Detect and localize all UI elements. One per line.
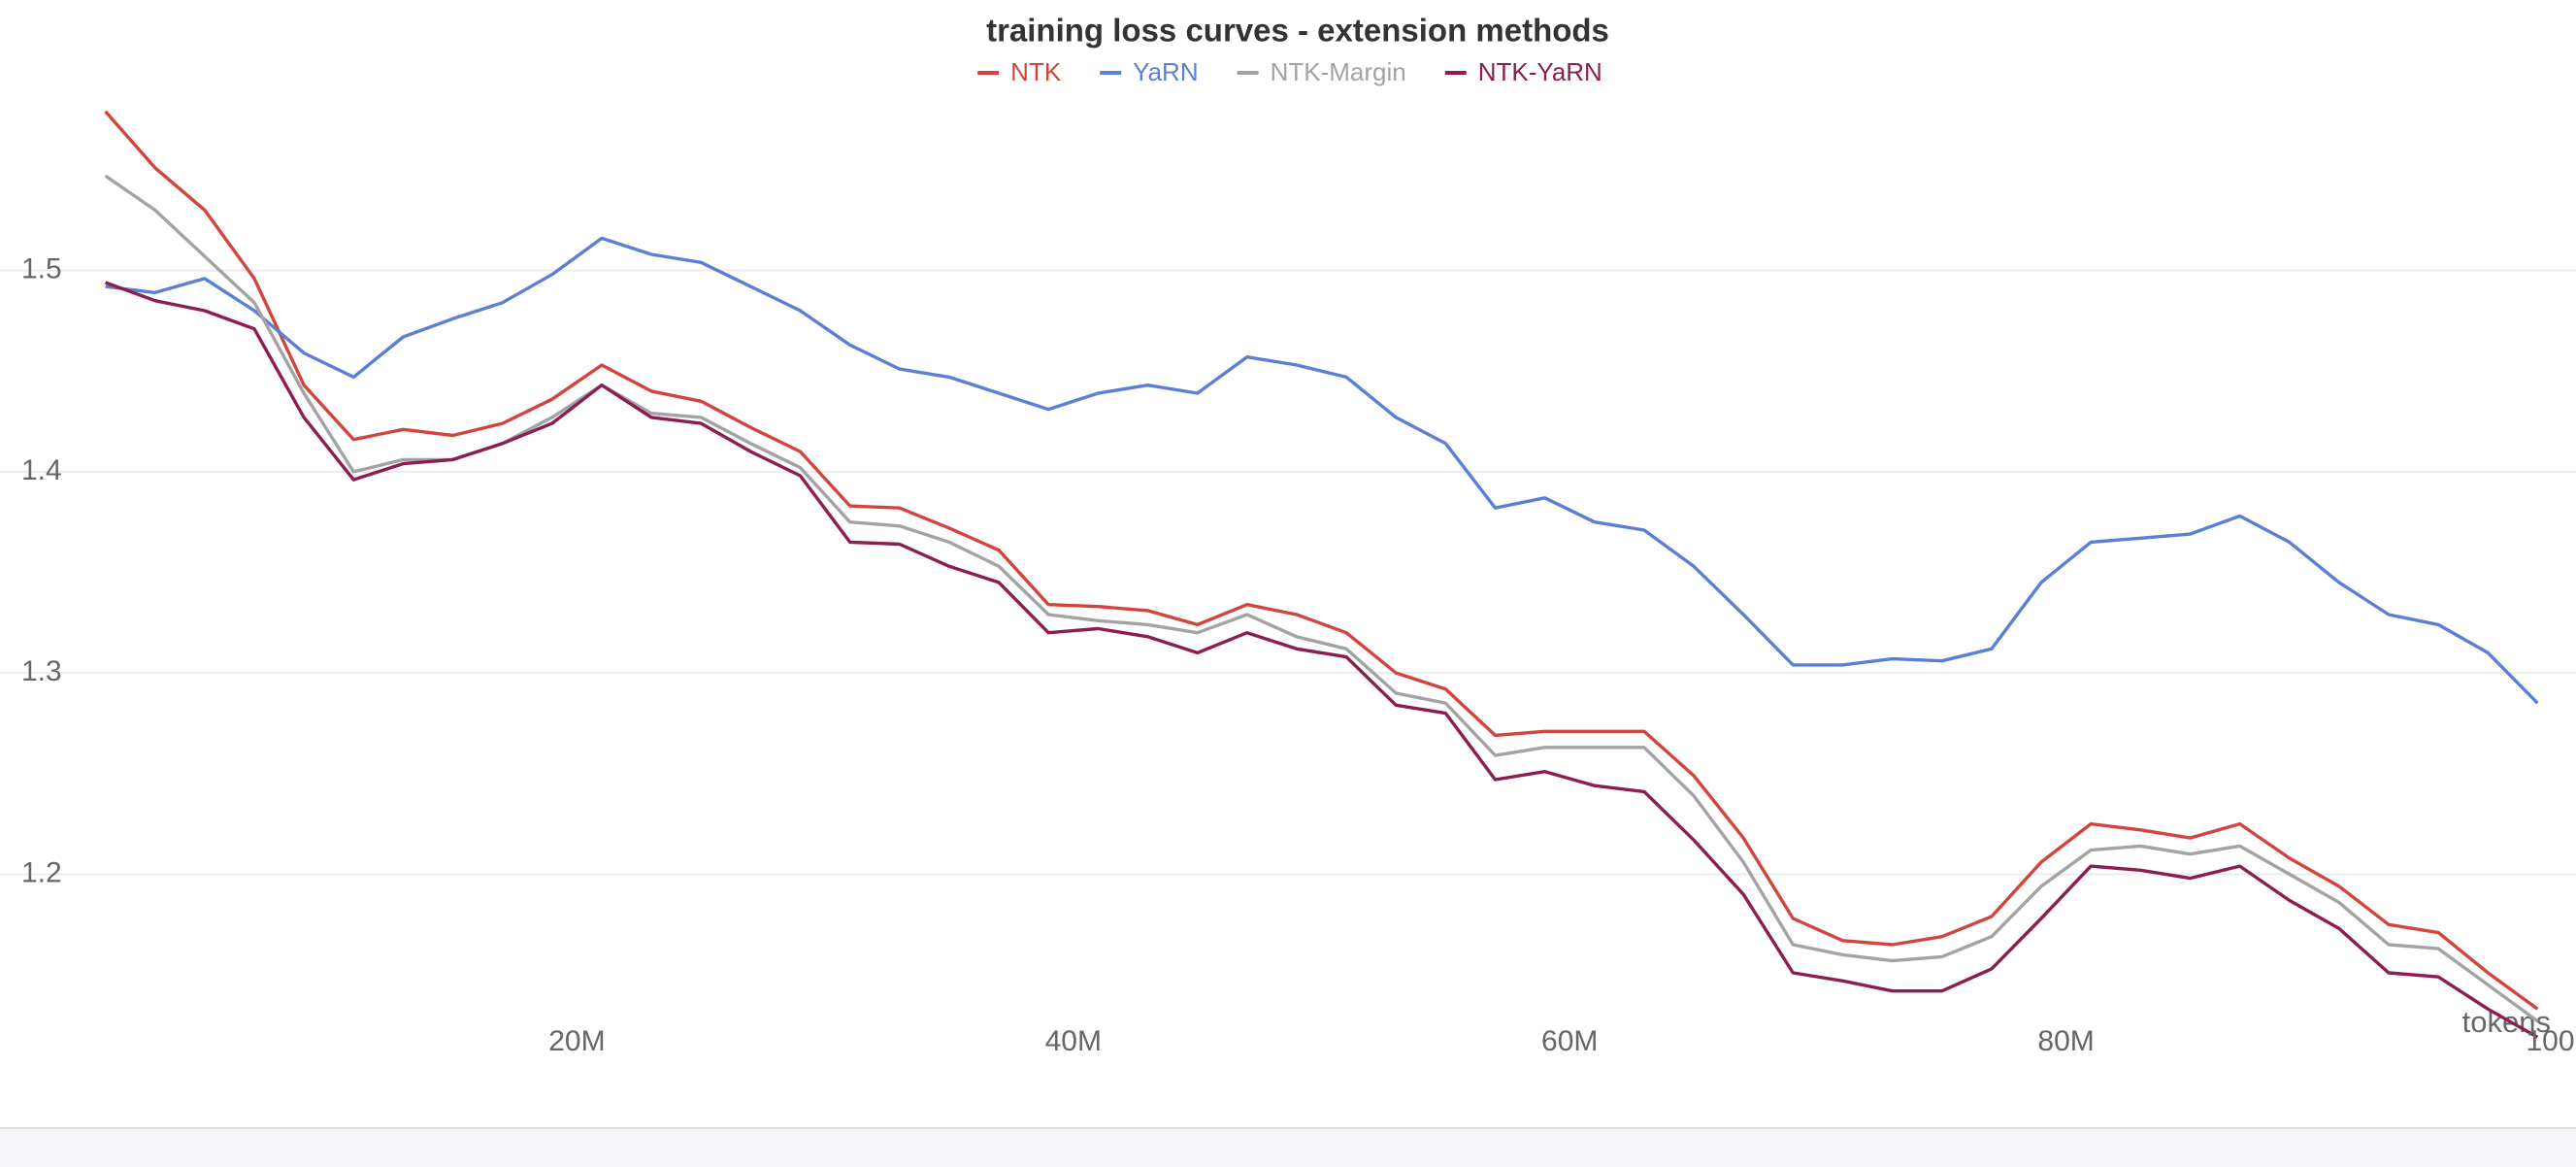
legend-label: NTK-Margin: [1271, 57, 1406, 86]
series-line: [105, 236, 2539, 705]
x-tick-label: 20M: [548, 1025, 605, 1057]
legend-label: YaRN: [1133, 57, 1198, 86]
legend-item: NTK-Margin: [1237, 57, 1406, 86]
x-tick-label: 40M: [1045, 1025, 1102, 1057]
chart-title: training loss curves - extension methods: [986, 13, 1609, 49]
x-tick-label: 60M: [1541, 1025, 1598, 1057]
legend-item: NTK-YaRN: [1444, 57, 1602, 86]
series-line: [104, 110, 2539, 1011]
series-line: [105, 281, 2539, 1039]
y-tick-label: 1.2: [21, 856, 62, 888]
legend-label: NTK-YaRN: [1478, 57, 1602, 86]
x-tick-label: 100M: [2526, 1025, 2576, 1057]
y-tick-label: 1.4: [21, 454, 62, 486]
x-tick-label: 80M: [2037, 1025, 2094, 1057]
legend: NTK YaRN NTK-Margin NTK-YaRN: [977, 57, 1602, 86]
plot-area: [0, 110, 2576, 1039]
legend-label: NTK: [1010, 57, 1062, 86]
legend-item: NTK: [977, 57, 1062, 86]
y-tick-label: 1.3: [21, 655, 62, 687]
legend-item: YaRN: [1100, 57, 1199, 86]
y-tick-label: 1.5: [21, 252, 62, 284]
series-line: [104, 174, 2539, 1023]
footer-strip: [0, 1128, 2576, 1167]
